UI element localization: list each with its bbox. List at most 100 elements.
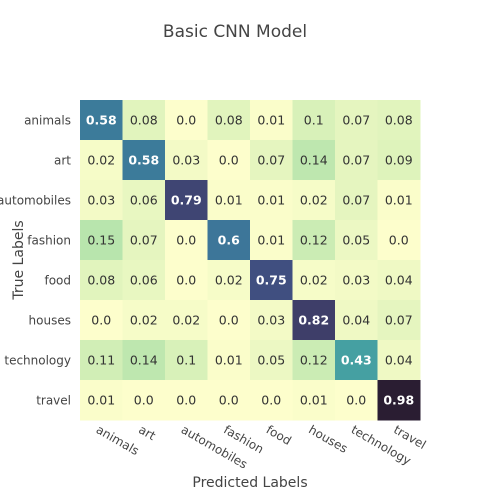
y-tick-label: houses bbox=[29, 314, 71, 328]
cell-value-label: 0.0 bbox=[91, 313, 111, 328]
heatmap-cell bbox=[165, 220, 208, 261]
cell-value-label: 0.01 bbox=[257, 193, 285, 208]
heatmap-cell bbox=[250, 220, 293, 261]
cell-value-label: 0.0 bbox=[176, 233, 196, 248]
heatmap-cell bbox=[335, 100, 378, 141]
cell-value-label: 0.15 bbox=[87, 233, 115, 248]
heatmap-cell bbox=[165, 180, 208, 221]
heatmap-cell bbox=[292, 260, 336, 301]
cell-value-label: 0.02 bbox=[172, 313, 200, 328]
heatmap-cell bbox=[80, 100, 123, 141]
heatmap-cell bbox=[292, 220, 336, 261]
y-tick-label: animals bbox=[24, 114, 71, 128]
heatmap-cell bbox=[292, 380, 336, 421]
heatmap-cells: 0.58 0.08 0.0 0.08 0.01 0.1 0.07 0.08 0.02 0.58 0.… bbox=[80, 100, 421, 421]
cell-value-label: 0.6 bbox=[218, 233, 240, 248]
cell-value-label: 0.07 bbox=[342, 113, 370, 128]
heatmap-cell bbox=[292, 300, 336, 341]
cell-value-label: 0.04 bbox=[385, 353, 413, 368]
heatmap-cell bbox=[292, 180, 336, 221]
cell-value-label: 0.02 bbox=[130, 313, 158, 328]
cell-value-label: 0.0 bbox=[219, 393, 239, 408]
cell-value-label: 0.0 bbox=[176, 273, 196, 288]
cell-value-label: 0.04 bbox=[385, 273, 413, 288]
cell-value-label: 0.43 bbox=[341, 353, 372, 368]
cell-value-label: 0.09 bbox=[385, 153, 413, 168]
cell-value-label: 0.12 bbox=[300, 233, 328, 248]
x-tick-label: art bbox=[136, 422, 158, 443]
cell-value-label: 0.08 bbox=[385, 113, 413, 128]
cell-value-label: 0.0 bbox=[134, 393, 154, 408]
cell-value-label: 0.82 bbox=[298, 313, 329, 328]
cell-value-label: 0.03 bbox=[342, 273, 370, 288]
y-axis-title: True Labels bbox=[11, 220, 27, 300]
heatmap-cell bbox=[80, 340, 123, 381]
heatmap-cell bbox=[165, 140, 208, 181]
cell-value-label: 0.03 bbox=[257, 313, 285, 328]
heatmap-cell bbox=[250, 140, 293, 181]
cell-value-label: 0.79 bbox=[171, 193, 202, 208]
cell-value-label: 0.02 bbox=[215, 273, 243, 288]
cell-value-label: 0.14 bbox=[130, 353, 158, 368]
heatmap-cell bbox=[335, 300, 378, 341]
cell-value-label: 0.01 bbox=[215, 193, 243, 208]
cell-value-label: 0.0 bbox=[176, 113, 196, 128]
heatmap-cell bbox=[377, 340, 421, 381]
heatmap-cell bbox=[377, 180, 421, 221]
heatmap-cell bbox=[122, 180, 166, 221]
cell-value-label: 0.02 bbox=[300, 273, 328, 288]
y-tick-label: food bbox=[44, 274, 71, 288]
cell-value-label: 0.07 bbox=[257, 153, 285, 168]
heatmap-cell bbox=[165, 340, 208, 381]
cell-value-label: 0.0 bbox=[219, 313, 239, 328]
heatmap-cell bbox=[122, 100, 166, 141]
cell-value-label: 0.03 bbox=[172, 153, 200, 168]
heatmap-cell bbox=[250, 180, 293, 221]
cell-value-label: 0.02 bbox=[87, 153, 115, 168]
heatmap-cell bbox=[335, 180, 378, 221]
heatmap-cell bbox=[122, 300, 166, 341]
cell-value-label: 0.01 bbox=[300, 393, 328, 408]
cell-value-label: 0.0 bbox=[261, 393, 281, 408]
heatmap-cell bbox=[207, 220, 251, 261]
heatmap-cell bbox=[207, 260, 251, 301]
cell-value-label: 0.07 bbox=[130, 233, 158, 248]
cell-value-label: 0.04 bbox=[342, 313, 370, 328]
heatmap-cell bbox=[80, 260, 123, 301]
y-tick-label: automobiles bbox=[0, 194, 71, 208]
x-tick-label: food bbox=[264, 422, 294, 447]
cell-value-label: 0.08 bbox=[130, 113, 158, 128]
heatmap-cell bbox=[207, 300, 251, 341]
heatmap-cell bbox=[122, 380, 166, 421]
y-tick-label: fashion bbox=[27, 234, 71, 248]
heatmap-cell bbox=[377, 380, 421, 421]
heatmap-cell bbox=[122, 260, 166, 301]
heatmap-cell bbox=[207, 340, 251, 381]
heatmap-cell bbox=[377, 140, 421, 181]
cell-value-label: 0.07 bbox=[342, 193, 370, 208]
heatmap-cell bbox=[165, 300, 208, 341]
heatmap-cell bbox=[335, 340, 378, 381]
heatmap-cell bbox=[335, 260, 378, 301]
cell-value-label: 0.0 bbox=[219, 153, 239, 168]
heatmap-cell bbox=[250, 300, 293, 341]
heatmap-cell bbox=[377, 260, 421, 301]
cell-value-label: 0.75 bbox=[256, 273, 287, 288]
heatmap-cell bbox=[207, 100, 251, 141]
cell-value-label: 0.05 bbox=[342, 233, 370, 248]
cell-value-label: 0.1 bbox=[176, 353, 196, 368]
heatmap-cell bbox=[80, 140, 123, 181]
cell-value-label: 0.58 bbox=[86, 113, 117, 128]
cell-value-label: 0.03 bbox=[87, 193, 115, 208]
x-tick-label: houses bbox=[306, 422, 350, 455]
heatmap-cell bbox=[80, 380, 123, 421]
heatmap-cell bbox=[207, 180, 251, 221]
cell-value-label: 0.07 bbox=[385, 313, 413, 328]
heatmap-cell bbox=[377, 300, 421, 341]
heatmap-cell bbox=[292, 140, 336, 181]
y-tick-label: art bbox=[54, 154, 71, 168]
heatmap-cell bbox=[292, 100, 336, 141]
cell-value-label: 0.14 bbox=[300, 153, 328, 168]
